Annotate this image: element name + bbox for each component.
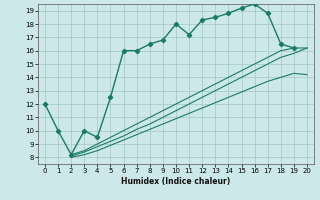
- X-axis label: Humidex (Indice chaleur): Humidex (Indice chaleur): [121, 177, 231, 186]
